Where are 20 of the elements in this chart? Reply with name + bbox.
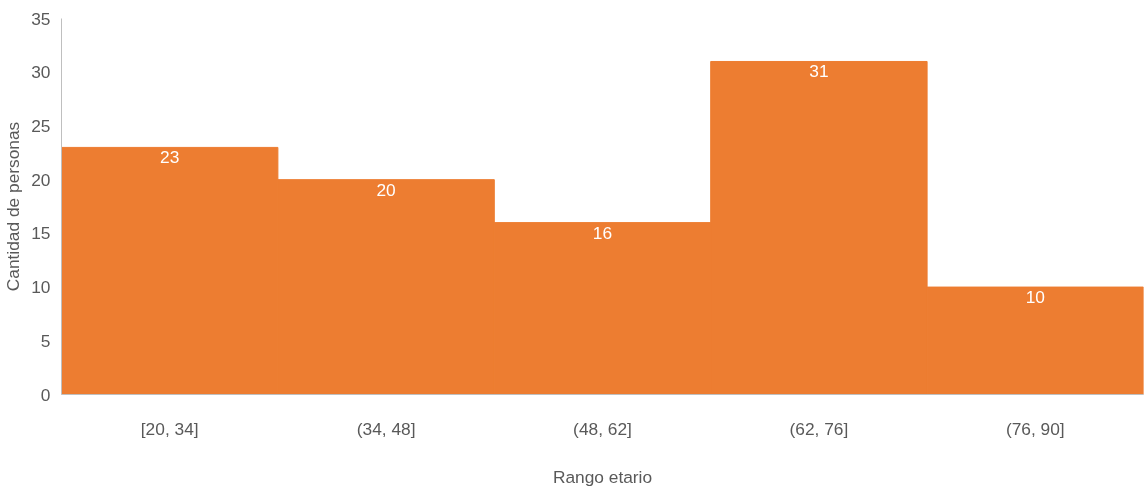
- x-tick-label: (48, 62]: [573, 418, 632, 439]
- x-tick-label: (34, 48]: [356, 418, 416, 439]
- data-label: 23: [160, 147, 180, 168]
- data-label: 31: [809, 61, 829, 82]
- y-tick-label: 30: [31, 62, 51, 83]
- x-tick-label: (62, 76]: [789, 418, 849, 439]
- x-tick-label: [20, 34]: [140, 418, 199, 439]
- data-label: 20: [376, 179, 396, 200]
- y-tick-label: 0: [40, 384, 51, 405]
- y-tick-label: 5: [40, 330, 51, 351]
- x-tick-label: (76, 90]: [1005, 418, 1065, 439]
- y-tick-label: 35: [31, 8, 51, 29]
- x-axis-title: Rango etario: [552, 466, 653, 487]
- y-tick-label: 20: [31, 169, 51, 190]
- y-tick-label: 15: [31, 223, 51, 244]
- data-label: 16: [592, 222, 613, 243]
- y-tick-label: 10: [31, 277, 51, 298]
- data-label: 10: [1025, 287, 1045, 308]
- y-tick-label: 25: [31, 115, 51, 136]
- y-axis-title: Cantidad de personas: [3, 121, 24, 292]
